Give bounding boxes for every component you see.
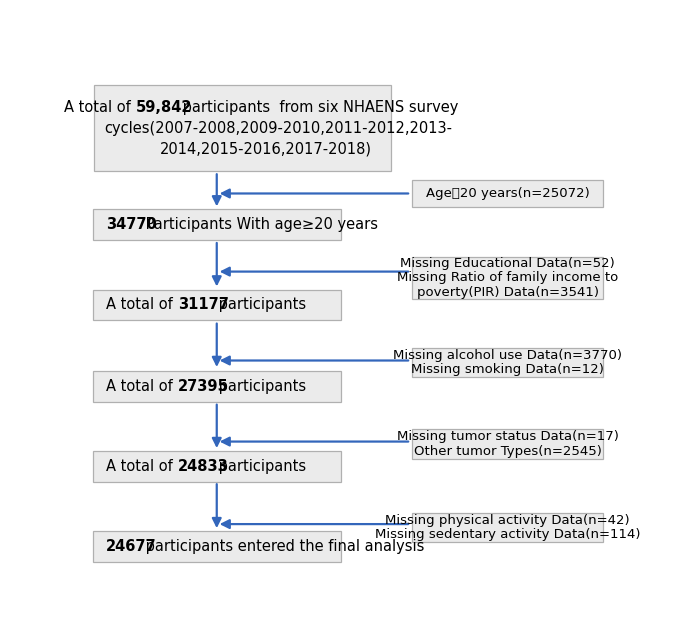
Text: 24677: 24677 [105, 539, 156, 554]
Bar [412, 257, 603, 299]
Text: Participants With age≥20 years: Participants With age≥20 years [141, 218, 378, 232]
Text: Missing alcohol use Data(n=3770): Missing alcohol use Data(n=3770) [393, 348, 622, 362]
Text: A total of: A total of [105, 459, 177, 473]
Bar [92, 209, 341, 241]
Text: participants entered the final analysis: participants entered the final analysis [141, 539, 425, 554]
Text: A total of: A total of [105, 297, 177, 313]
Text: Missing tumor status Data(n=17): Missing tumor status Data(n=17) [397, 430, 619, 443]
Text: cycles(2007-2008,2009-2010,2011-2012,2013-: cycles(2007-2008,2009-2010,2011-2012,201… [105, 121, 453, 136]
Text: Missing physical activity Data(n=42): Missing physical activity Data(n=42) [386, 514, 630, 526]
Text: Missing Ratio of family income to: Missing Ratio of family income to [397, 272, 619, 285]
Bar [92, 450, 341, 482]
Text: Other tumor Types(n=2545): Other tumor Types(n=2545) [414, 445, 601, 458]
Text: participants: participants [214, 459, 306, 473]
Bar [412, 513, 603, 542]
Bar [412, 348, 603, 377]
Text: 59,842: 59,842 [136, 100, 192, 115]
Text: Age＜20 years(n=25072): Age＜20 years(n=25072) [426, 187, 590, 200]
Text: 24833: 24833 [178, 459, 229, 473]
Bar [92, 371, 341, 401]
Text: Missing smoking Data(n=12): Missing smoking Data(n=12) [411, 364, 604, 376]
Text: 34770: 34770 [105, 218, 157, 232]
Text: Missing sedentary activity Data(n=114): Missing sedentary activity Data(n=114) [375, 528, 640, 542]
Text: participants: participants [214, 297, 306, 313]
Text: 31177: 31177 [178, 297, 229, 313]
Text: Missing Educational Data(n=52): Missing Educational Data(n=52) [400, 256, 615, 270]
Text: A total of: A total of [105, 378, 177, 394]
Text: A total of: A total of [64, 100, 135, 115]
Text: participants  from six NHAENS survey: participants from six NHAENS survey [178, 100, 459, 115]
Bar [92, 290, 341, 320]
Text: poverty(PIR) Data(n=3541): poverty(PIR) Data(n=3541) [416, 286, 599, 299]
Bar [412, 429, 603, 459]
Text: 2014,2015-2016,2017-2018): 2014,2015-2016,2017-2018) [160, 141, 372, 156]
Bar [412, 180, 603, 207]
Text: 27395: 27395 [178, 378, 229, 394]
Bar [92, 531, 341, 562]
Text: participants: participants [214, 378, 306, 394]
Bar [94, 85, 391, 171]
